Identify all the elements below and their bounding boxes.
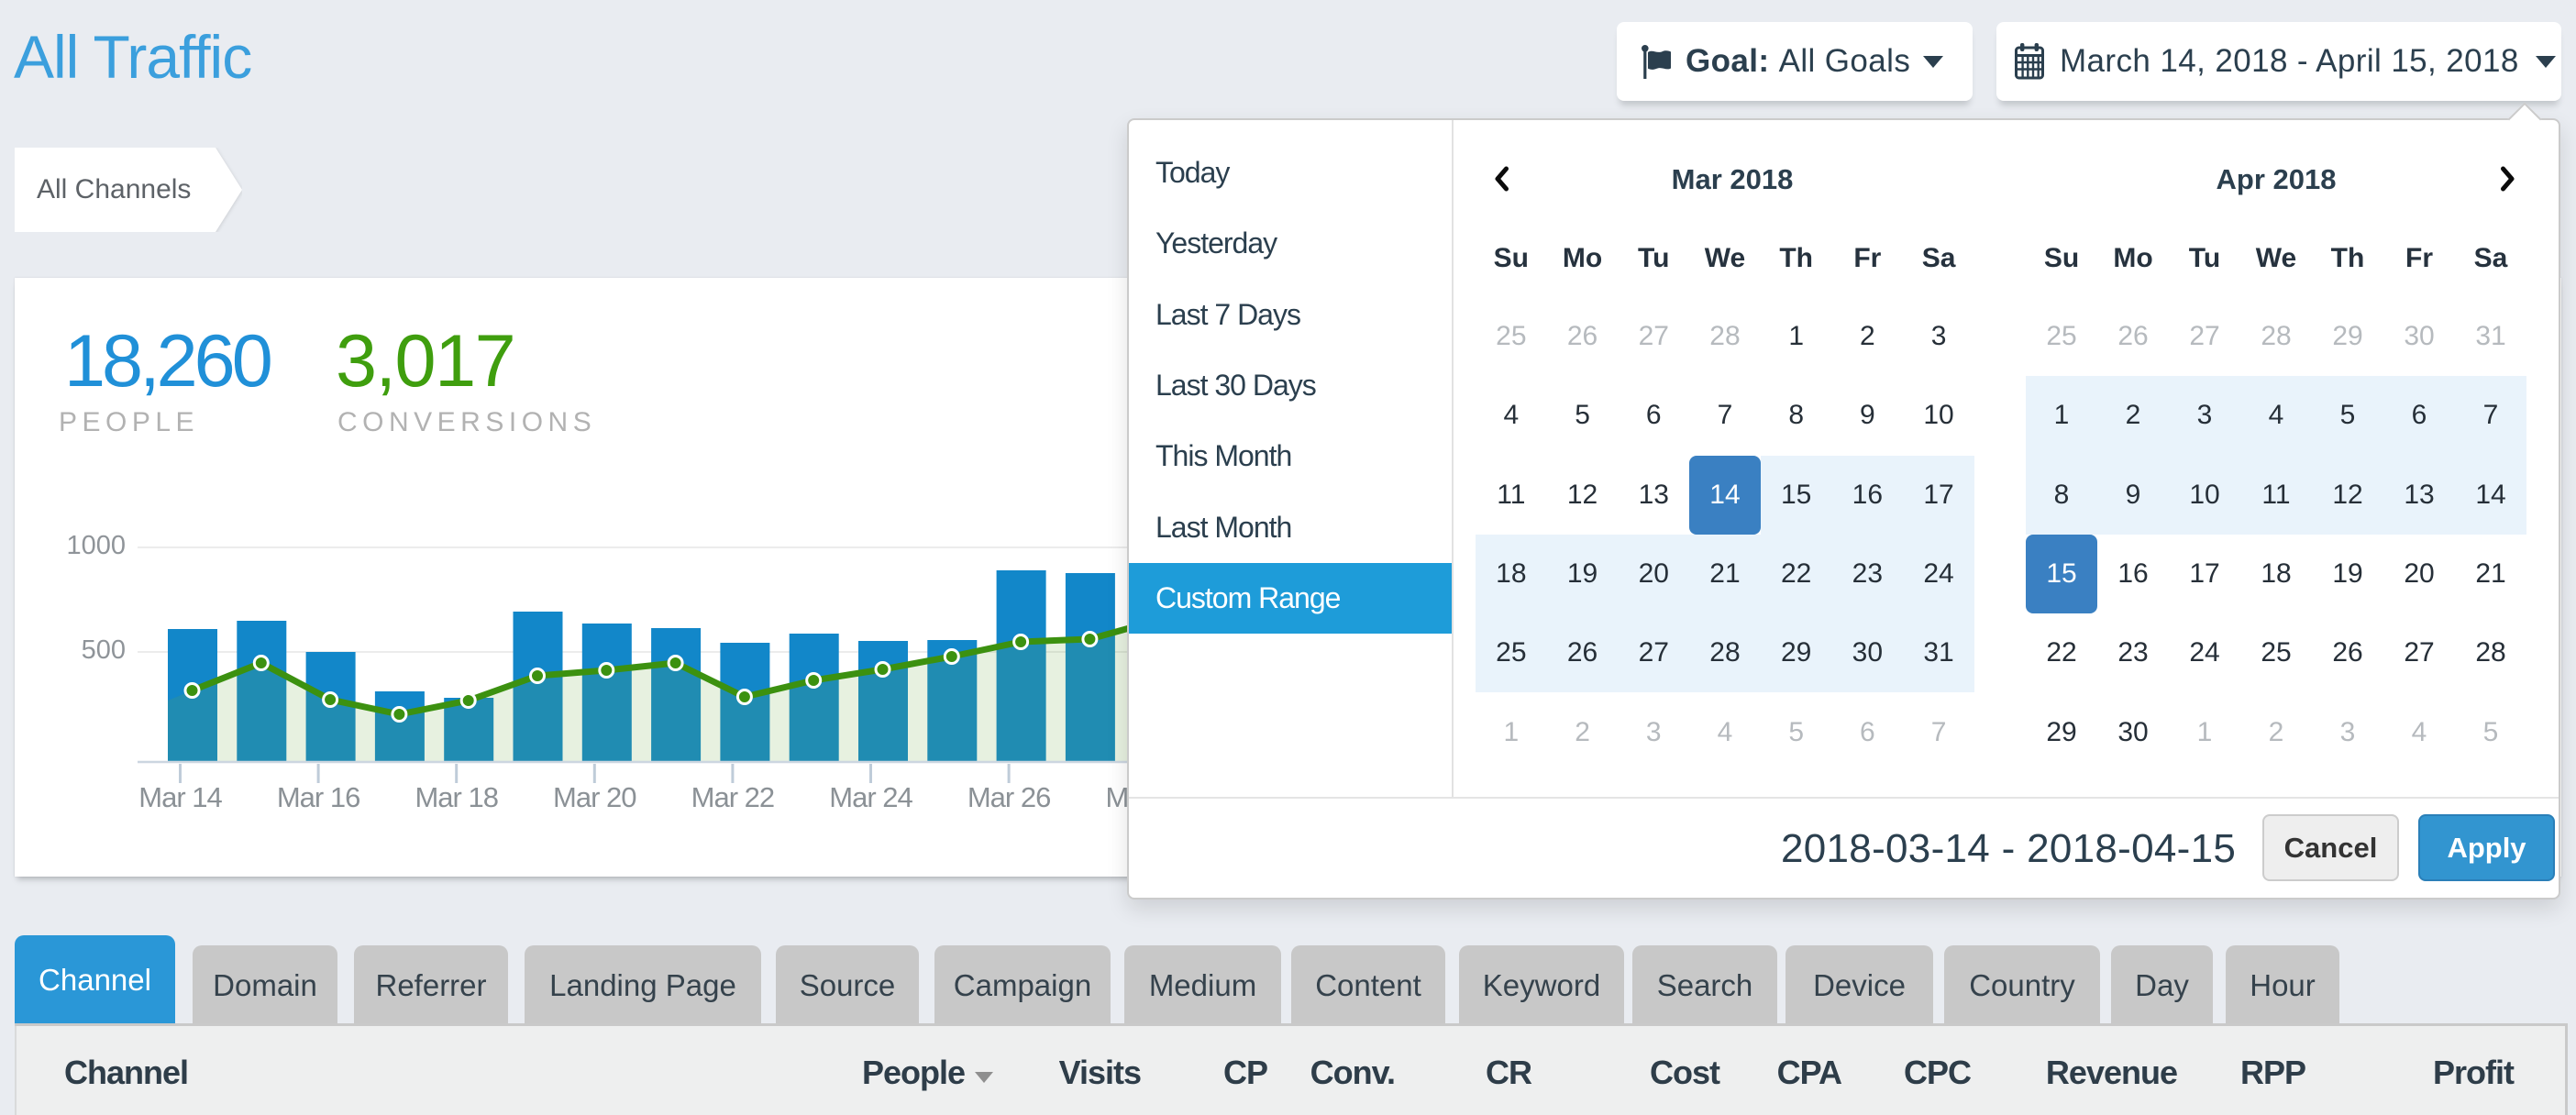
- svg-text:500: 500: [82, 635, 126, 665]
- svg-text:1000: 1000: [66, 531, 126, 560]
- svg-text:Mar 20: Mar 20: [553, 781, 636, 813]
- svg-text:Mar 16: Mar 16: [277, 781, 359, 813]
- svg-text:Mar 24: Mar 24: [829, 781, 912, 813]
- svg-text:Mar 18: Mar 18: [415, 781, 497, 813]
- svg-text:Mar 22: Mar 22: [691, 781, 774, 813]
- svg-text:Mar 14: Mar 14: [138, 781, 222, 813]
- svg-text:Mar 26: Mar 26: [967, 781, 1050, 813]
